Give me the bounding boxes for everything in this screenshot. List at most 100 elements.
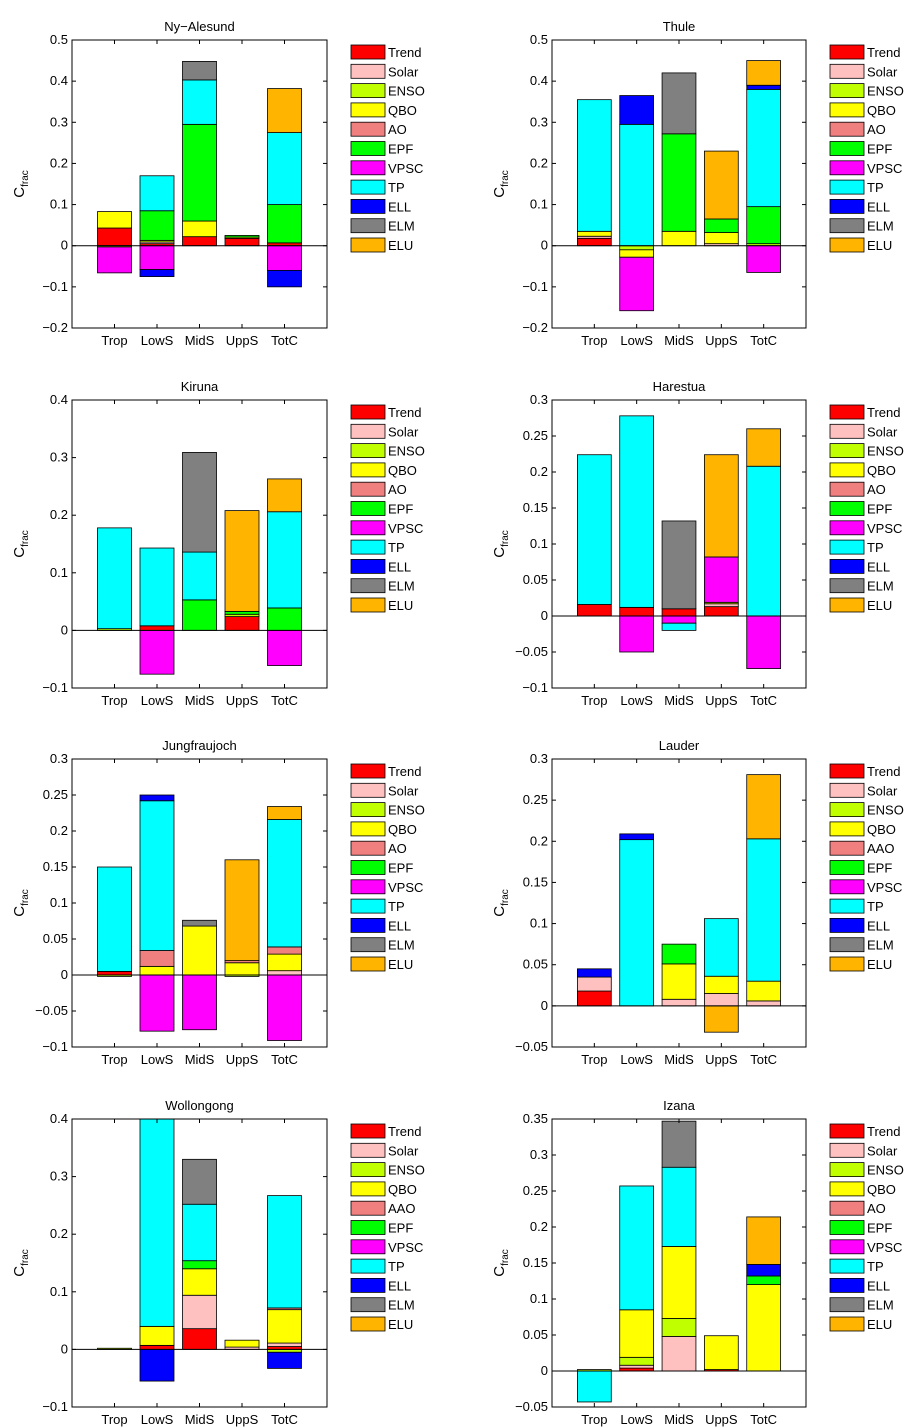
bar-trop-trend bbox=[577, 604, 612, 617]
legend-swatch-vpsc bbox=[350, 1239, 386, 1255]
legend-swatch-trend bbox=[829, 1123, 865, 1139]
legend-swatch-solar bbox=[829, 423, 865, 439]
legend-swatch-qbo bbox=[350, 821, 386, 837]
legend-label-vpsc: VPSC bbox=[867, 880, 902, 895]
bar-upps-qbo bbox=[224, 962, 260, 976]
bar-upps-epf bbox=[224, 235, 260, 238]
chart-ny-alesund: −0.2 −0.1 0 0.1 0.2 0.3 0.4 0.5 Trop LowS MidS UppS… bbox=[11, 19, 425, 348]
x-tick-label-totc: TotC bbox=[271, 1412, 298, 1427]
y-tick-label: 0.1 bbox=[50, 1284, 68, 1299]
legend-swatch-elu bbox=[350, 237, 386, 253]
y-tick-label: 0.05 bbox=[523, 1327, 548, 1342]
bar-mids-qbo bbox=[182, 925, 217, 976]
bar-mids-solar bbox=[661, 998, 697, 1007]
legend-swatch-elu bbox=[829, 597, 865, 613]
bar-lows-trend bbox=[139, 1344, 175, 1350]
y-tick-label: 0.4 bbox=[50, 392, 68, 407]
legend-swatch-epf bbox=[350, 501, 386, 516]
y-tick-label: 0.2 bbox=[50, 1226, 68, 1241]
x-tick-label-upps: UppS bbox=[226, 1052, 259, 1067]
bar-totc-elu bbox=[746, 428, 782, 467]
y-tick-label: 0.1 bbox=[530, 916, 548, 931]
legend-swatch-enso bbox=[350, 443, 386, 459]
legend-swatch-ell bbox=[829, 559, 865, 574]
y-axis-label: Cfrac bbox=[491, 170, 511, 198]
bar-lows-vpsc bbox=[139, 974, 175, 1032]
legend-swatch-ell bbox=[350, 918, 386, 933]
bar-upps-solar bbox=[704, 603, 739, 608]
bar-upps-epf bbox=[224, 610, 260, 615]
y-axis-label-sub: frac bbox=[20, 1249, 31, 1266]
legend-label-ao: AO bbox=[388, 122, 407, 137]
bar-lows-tp bbox=[139, 800, 175, 951]
x-tick-label-totc: TotC bbox=[750, 333, 777, 348]
bar-totc-qbo bbox=[267, 953, 302, 972]
legend-label-tp: TP bbox=[388, 180, 405, 195]
x-tick-label-lows: LowS bbox=[141, 693, 174, 708]
chart-izana: −0.05 0 0.05 0.1 0.15 0.2 0.25 0.3 0.35 Trop LowS M… bbox=[491, 1098, 904, 1427]
bar-mids-epf bbox=[182, 599, 217, 631]
x-tick-label-trop: Trop bbox=[101, 1412, 127, 1427]
y-tick-label: 0.4 bbox=[50, 73, 68, 88]
bar-totc-elu bbox=[267, 806, 302, 820]
legend-swatch-tp bbox=[350, 179, 386, 195]
legend-swatch-solar bbox=[350, 63, 386, 79]
x-tick-label-lows: LowS bbox=[141, 1412, 174, 1427]
legend-label-epf: EPF bbox=[867, 142, 892, 157]
legend-swatch-epf bbox=[350, 1220, 386, 1235]
bar-upps-qbo bbox=[224, 1339, 260, 1348]
legend-label-enso: ENSO bbox=[388, 444, 425, 459]
legend-label-ao: AO bbox=[388, 482, 407, 497]
bar-mids-elm bbox=[661, 1120, 697, 1168]
bar-mids-epf bbox=[182, 123, 217, 222]
bar-upps-qbo bbox=[704, 1335, 739, 1370]
y-tick-label: 0.5 bbox=[530, 32, 548, 47]
y-tick-label: −0.05 bbox=[35, 1003, 68, 1018]
legend-swatch-vpsc bbox=[350, 160, 386, 176]
bar-lows-tp bbox=[139, 175, 175, 212]
bar-totc-epf bbox=[267, 607, 302, 631]
bar-upps-elu bbox=[704, 1005, 739, 1033]
bar-mids-tp bbox=[182, 1203, 217, 1262]
legend-label-enso: ENSO bbox=[867, 1163, 904, 1178]
bar-trop-solar bbox=[577, 976, 612, 992]
bar-totc-vpsc bbox=[267, 245, 302, 271]
bar-lows-tp bbox=[619, 839, 655, 1007]
legend-swatch-tp bbox=[350, 539, 386, 555]
x-tick-label-lows: LowS bbox=[620, 333, 653, 348]
y-tick-label: 0 bbox=[541, 238, 548, 253]
legend-label-vpsc: VPSC bbox=[388, 521, 423, 536]
legend-label-trend: Trend bbox=[388, 45, 421, 60]
legend-label-elm: ELM bbox=[867, 1298, 894, 1313]
legend-swatch-enso bbox=[829, 1162, 865, 1177]
legend-label-ao: AO bbox=[867, 122, 886, 137]
y-axis-label: Cfrac bbox=[11, 530, 31, 558]
y-axis-label-main: C bbox=[491, 1266, 508, 1277]
y-tick-label: 0.4 bbox=[530, 73, 548, 88]
legend-label-qbo: QBO bbox=[867, 103, 896, 118]
legend-label-tp: TP bbox=[867, 1259, 884, 1274]
bar-trop-tp bbox=[97, 866, 132, 972]
bar-trop-ell bbox=[577, 968, 612, 978]
y-tick-label: 0.2 bbox=[530, 464, 548, 479]
legend-swatch-epf bbox=[350, 141, 386, 156]
y-tick-label: −0.2 bbox=[42, 320, 68, 335]
legend-swatch-vpsc bbox=[829, 160, 865, 176]
legend-label-elu: ELU bbox=[867, 1317, 892, 1332]
legend-label-qbo: QBO bbox=[388, 1182, 417, 1197]
y-tick-label: 0.15 bbox=[523, 874, 548, 889]
y-axis-label-main: C bbox=[491, 547, 508, 558]
y-tick-label: −0.05 bbox=[515, 1039, 548, 1054]
bar-lows-epf bbox=[139, 210, 175, 241]
legend-label-aao: AAO bbox=[388, 1201, 415, 1216]
legend-label-solar: Solar bbox=[867, 783, 898, 798]
bar-trop-tp bbox=[577, 454, 612, 605]
legend-label-tp: TP bbox=[867, 899, 884, 914]
legend-label-enso: ENSO bbox=[867, 444, 904, 459]
legend-label-ell: ELL bbox=[388, 918, 411, 933]
y-axis-label: Cfrac bbox=[491, 1249, 511, 1277]
bar-lows-tp bbox=[139, 1118, 175, 1327]
legend-swatch-qbo bbox=[829, 102, 865, 118]
legend-label-tp: TP bbox=[867, 180, 884, 195]
bar-mids-trend bbox=[661, 608, 697, 617]
